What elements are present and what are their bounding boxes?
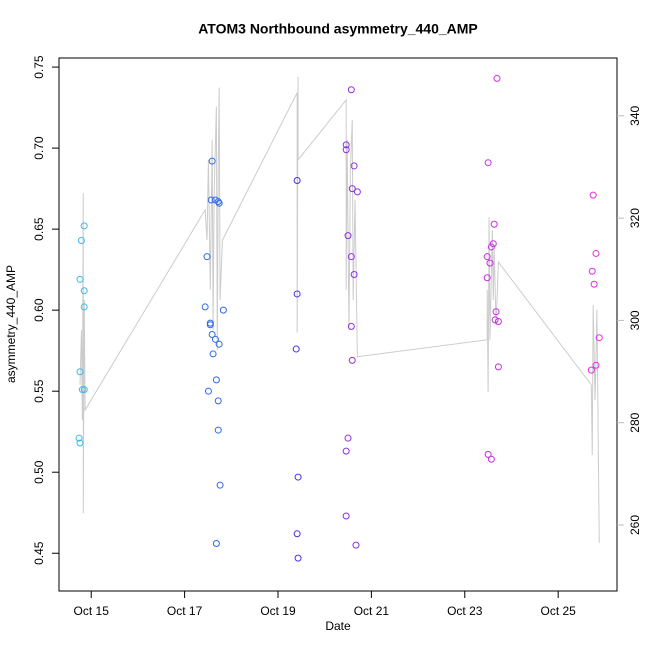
- line: [79, 76, 600, 543]
- point: [215, 340, 223, 348]
- point: [75, 434, 83, 442]
- point: [211, 335, 219, 343]
- point: [589, 191, 597, 199]
- point: [342, 141, 350, 149]
- point: [342, 146, 350, 154]
- point: [347, 322, 355, 330]
- point: [216, 481, 224, 489]
- plot-frame: [58, 57, 618, 592]
- point: [348, 356, 356, 364]
- point: [209, 350, 217, 358]
- point: [80, 386, 88, 394]
- point: [347, 86, 355, 94]
- point: [487, 243, 495, 251]
- y2-tick-label: 260: [628, 515, 642, 535]
- point: [78, 386, 86, 394]
- y2-tick-label: 300: [628, 310, 642, 330]
- chart-title: ATOM3 Northbound asymmetry_440_AMP: [198, 21, 478, 37]
- point: [80, 287, 88, 295]
- point: [76, 275, 84, 283]
- y-tick-label: 0.70: [32, 136, 46, 160]
- point: [348, 185, 356, 193]
- point: [80, 303, 88, 311]
- point: [484, 159, 492, 167]
- x-tick-label: Oct 17: [167, 604, 203, 618]
- point: [483, 274, 491, 282]
- point: [344, 232, 352, 240]
- point: [207, 196, 215, 204]
- point: [292, 345, 300, 353]
- point: [76, 368, 84, 376]
- y-tick-label: 0.55: [32, 379, 46, 403]
- point: [492, 308, 500, 316]
- point: [203, 253, 211, 261]
- x-tick-label: Oct 23: [447, 604, 483, 618]
- point: [595, 334, 603, 342]
- point: [212, 540, 220, 548]
- point: [494, 363, 502, 371]
- point: [293, 530, 301, 538]
- point: [494, 318, 502, 326]
- point: [212, 376, 220, 384]
- point: [294, 473, 302, 481]
- point: [208, 330, 216, 338]
- y-tick-label: 0.75: [32, 55, 46, 79]
- point: [350, 162, 358, 170]
- point: [491, 316, 499, 324]
- x-axis-label: Date: [325, 619, 351, 633]
- point: [204, 387, 212, 395]
- point: [214, 426, 222, 434]
- point: [344, 434, 352, 442]
- y-tick-label: 0.45: [32, 541, 46, 565]
- x-tick-label: Oct 21: [354, 604, 390, 618]
- point: [483, 253, 491, 261]
- point: [214, 397, 222, 405]
- point: [590, 280, 598, 288]
- point: [80, 222, 88, 230]
- point: [77, 236, 85, 244]
- y-axis-label: asymmetry_440_AMP: [4, 265, 18, 383]
- point: [347, 253, 355, 261]
- point: [76, 439, 84, 447]
- y2-tick-label: 340: [628, 105, 642, 125]
- point: [219, 306, 227, 314]
- point: [592, 361, 600, 369]
- y2-tick-label: 280: [628, 412, 642, 432]
- y-tick-label: 0.50: [32, 460, 46, 484]
- point: [353, 188, 361, 196]
- point: [208, 157, 216, 165]
- y2-tick-label: 320: [628, 208, 642, 228]
- y-tick-label: 0.65: [32, 217, 46, 241]
- point: [215, 199, 223, 207]
- point: [294, 554, 302, 562]
- point: [490, 220, 498, 228]
- point: [350, 271, 358, 279]
- point: [484, 450, 492, 458]
- point: [293, 290, 301, 298]
- point: [201, 303, 209, 311]
- point: [493, 74, 501, 82]
- point: [342, 447, 350, 455]
- point: [206, 319, 214, 327]
- point: [214, 198, 222, 206]
- point: [352, 541, 360, 549]
- point: [588, 267, 596, 275]
- point: [486, 259, 494, 267]
- x-tick-label: Oct 19: [260, 604, 296, 618]
- point: [293, 177, 301, 185]
- point: [592, 249, 600, 257]
- y-tick-label: 0.60: [32, 298, 46, 322]
- x-tick-label: Oct 25: [540, 604, 576, 618]
- point: [487, 455, 495, 463]
- x-tick-label: Oct 15: [74, 604, 110, 618]
- point: [342, 512, 350, 520]
- point: [587, 366, 595, 374]
